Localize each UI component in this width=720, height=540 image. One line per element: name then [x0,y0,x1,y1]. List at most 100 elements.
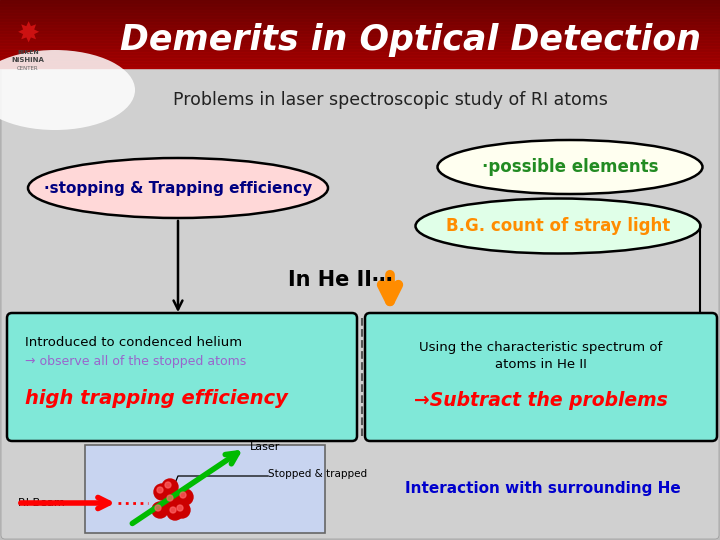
Bar [0,44,720,45]
Bar [0,38,720,39]
Text: high trapping efficiency: high trapping efficiency [25,388,288,408]
Bar [0,30,720,31]
Ellipse shape [0,50,135,130]
Bar [0,18,720,19]
Bar [0,49,720,50]
Text: RIKEN: RIKEN [112,210,189,260]
Text: RIKEN: RIKEN [611,145,688,195]
Text: RIKEN: RIKEN [311,340,389,390]
Bar [0,14,720,15]
Text: RIKEN: RIKEN [411,145,489,195]
Circle shape [170,507,176,513]
Bar [0,4,720,5]
Circle shape [167,495,173,501]
Bar [0,35,720,36]
Bar [0,65,720,66]
Ellipse shape [415,199,701,253]
Bar [0,61,720,62]
Circle shape [164,492,180,508]
Bar [0,15,720,16]
Bar [0,13,720,14]
Bar [0,24,720,25]
Text: RIKEN: RIKEN [112,275,189,325]
Text: Laser: Laser [250,442,280,452]
Bar [0,45,720,46]
Bar [0,39,720,40]
Bar [0,33,720,34]
Bar [0,10,720,11]
Bar [0,12,720,13]
Text: RIKEN: RIKEN [17,50,39,55]
Bar [0,37,720,38]
Bar [0,21,720,22]
Bar [0,16,720,17]
Bar [0,56,720,57]
Text: ✸: ✸ [17,21,40,49]
Bar [0,25,720,26]
Bar [0,7,720,8]
Text: RIKEN: RIKEN [12,210,89,260]
Text: RIKEN: RIKEN [12,340,89,390]
Bar [0,28,720,29]
Bar [0,9,720,10]
Text: → observe all of the stopped atoms: → observe all of the stopped atoms [25,355,246,368]
Bar [0,62,720,63]
Text: RIKEN: RIKEN [112,145,189,195]
Bar [0,31,720,32]
Circle shape [177,489,193,505]
Text: RIKEN: RIKEN [112,405,189,455]
Bar [0,54,720,55]
Text: RIKEN: RIKEN [212,275,289,325]
Text: RIKEN: RIKEN [411,470,489,520]
Bar [0,29,720,30]
Bar [0,26,720,27]
Text: RI Beam: RI Beam [18,498,65,508]
Text: RIKEN: RIKEN [112,340,189,390]
Text: RIKEN: RIKEN [411,405,489,455]
Circle shape [162,479,178,495]
Bar [0,2,720,3]
Text: RIKEN: RIKEN [611,80,688,130]
Bar [0,17,720,18]
Circle shape [177,505,183,511]
Bar [0,46,720,47]
Bar [0,48,720,49]
Text: RIKEN: RIKEN [12,145,89,195]
Bar [0,5,720,6]
Bar [0,58,720,59]
Bar [0,43,720,44]
Bar [0,34,720,35]
Text: RIKEN: RIKEN [511,210,589,260]
Bar [0,59,720,60]
Circle shape [174,502,190,518]
Bar [0,22,720,23]
Bar [0,36,720,37]
Text: RIKEN: RIKEN [12,80,89,130]
Bar [0,50,720,51]
Text: RIKEN: RIKEN [611,405,688,455]
Text: NiSHiNA: NiSHiNA [12,57,45,63]
Text: RIKEN: RIKEN [311,275,389,325]
Bar [0,47,720,48]
Bar [0,57,720,58]
Text: RIKEN: RIKEN [511,340,589,390]
Text: RIKEN: RIKEN [511,80,589,130]
Bar [0,23,720,24]
Circle shape [165,482,171,488]
Bar [0,53,720,54]
Text: RIKEN: RIKEN [112,470,189,520]
Text: RIKEN: RIKEN [212,145,289,195]
Bar [0,11,720,12]
FancyBboxPatch shape [7,313,357,441]
Circle shape [152,502,168,518]
Bar [0,3,720,4]
Text: RIKEN: RIKEN [311,80,389,130]
Text: RIKEN: RIKEN [411,210,489,260]
Text: RIKEN: RIKEN [12,405,89,455]
Text: RIKEN: RIKEN [212,80,289,130]
Text: Stopped & trapped: Stopped & trapped [268,469,367,479]
Bar [0,27,720,28]
Text: RIKEN: RIKEN [511,405,589,455]
Text: RIKEN: RIKEN [511,470,589,520]
Text: RIKEN: RIKEN [12,470,89,520]
